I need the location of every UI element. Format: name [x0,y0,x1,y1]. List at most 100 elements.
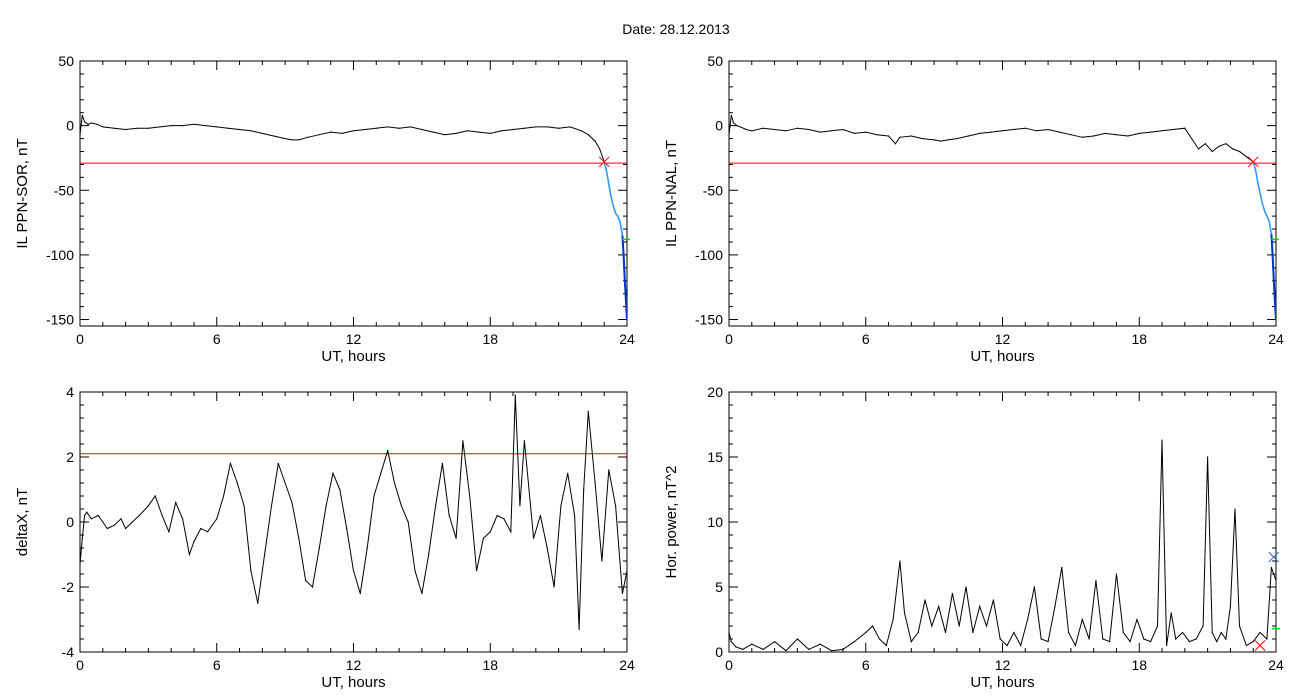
panel-ppn-sor-data-point [617,215,619,217]
panel-deltax-data-point [475,570,478,572]
panel-ppn-nal-data-point [732,122,735,124]
panel-hor-power-data-point [910,641,912,643]
panel-ppn-nal-data-point [1245,156,1247,158]
panel-deltax-data-point [147,505,149,507]
panel-hor-power-data-point [944,631,947,634]
panel-ppn-nal-data-point [1218,145,1220,147]
panel-deltax-x-tick-label: 12 [346,657,362,673]
panel-ppn-nal-data-point [887,135,890,137]
panel-deltax-data-point [181,518,184,520]
panel-hor-power-data-point [1245,644,1247,647]
panel-deltax-data-point [400,505,402,507]
panel-ppn-nal-data-point [1259,192,1261,194]
panel-hor-power-data-point [842,648,844,651]
panel-ppn-sor-data-point [421,128,423,131]
panel-ppn-nal-data-point [830,130,833,132]
panel-deltax-data-point [257,602,259,604]
panel-ppn-sor-data-point [569,126,571,128]
panel-ppn-sor-data-point [284,137,286,140]
panel-hor-power-data-point [735,646,737,648]
panel-hor-power-data-point [1234,508,1236,510]
panel-deltax-data-point [539,514,541,517]
panel-ppn-sor-data-point [523,127,526,129]
panel-deltax-data-point [373,495,375,497]
panel-deltax-data-point [583,488,585,491]
panel-deltax-data-point [455,537,457,539]
panel-ppn-sor-data-point [612,205,614,207]
panel-ppn-nal-data-point [1081,136,1083,138]
panel-ppn-nal-data-point [1204,143,1206,145]
panel-ppn-sor-data-point [501,130,503,132]
panel-ppn-sor-data-point [455,132,457,134]
panel-ppn-nal-data-point [1225,143,1227,145]
panel-deltax-data-point [168,531,170,533]
panel-hor-power-data-point [1081,618,1083,621]
panel-ppn-sor-y-axis-label: IL PPN-SOR, nT [14,138,31,248]
panel-deltax-x-tick-label: 18 [482,657,498,673]
panel-deltax-data-point [106,527,108,530]
panel-ppn-nal-data-point [1036,130,1038,132]
panel-hor-power-x-tick-label: 18 [1131,657,1147,673]
panel-deltax-data-point [567,472,569,474]
panel-deltax-data-point [514,394,516,396]
panel-hor-power-data-point [1143,638,1145,640]
panel-deltax-data-point [578,628,580,630]
panel-deltax-data-point [339,488,341,491]
panel-ppn-nal-x-tick-label: 18 [1131,331,1147,347]
panel-ppn-nal-data-point [1211,150,1213,153]
panel-hor-power-data-point [878,638,881,640]
panel-ppn-nal-data-point [947,139,949,141]
figure-title: Date: 28.12.2013 [622,21,730,37]
panel-ppn-nal-data-point [736,125,738,127]
panel-deltax-data-point [560,505,562,507]
panel-ppn-nal-data-point [894,143,896,145]
panel-ppn-sor-data-point [136,127,138,129]
panel-hor-power-data-point [1188,641,1190,643]
panel-hor-power-data-point [1020,644,1022,647]
panel-ppn-sor-data-point [291,139,293,141]
panel-deltax-data-point [496,514,498,517]
panel-deltax-data-point [528,488,530,491]
panel-ppn-nal-data-point [922,137,924,140]
panel-deltax-data-point [448,514,450,517]
panel-ppn-nal-plot-area [729,114,1276,321]
panel-ppn-nal-frame [728,60,1277,327]
panel-hor-power-data-point [1229,605,1232,608]
panel-hor-power-data-point [1238,625,1241,627]
panel-ppn-sor-y-tick-label: -50 [54,182,74,198]
panel-hor-power-y-tick-label: 0 [715,644,723,660]
panel-hor-power-data-point [885,644,887,647]
panel-ppn-sor-x-tick-label: 18 [482,331,498,347]
panel-deltax-data-point [546,547,548,549]
panel-ppn-nal-x-tick-label: 12 [995,331,1011,347]
panel-hor-power-y-tick-label: 5 [715,579,723,595]
panel-deltax-data-point [553,586,555,588]
panel-ppn-nal: 0 6 12 18 24 50 0 -50 -100 -150 UT, hours IL PPN-NA… [663,53,1284,365]
panel-hor-power-data-point [979,605,981,608]
panel-hor-power-data-point [1175,638,1177,640]
panel-hor-power-data-point [1136,618,1138,621]
panel-hor-power-data-point [819,643,821,645]
panel-ppn-nal-x-axis-label: UT, hours [970,348,1034,365]
panel-deltax-data-point [86,511,88,513]
panel-hor-power-data-point [785,650,787,652]
panel-hor-power-data-point [1166,644,1168,647]
panel-hor-power-data-point [1026,618,1029,621]
panel-deltax-data-point [113,524,115,526]
panel-ppn-sor-data-point [580,130,583,132]
panel-hor-power-data-point [1252,641,1254,643]
panel-ppn-sor-data-point [432,131,434,133]
panel-deltax-data-point [615,505,617,507]
panel-deltax-data-point [216,518,218,520]
panel-ppn-sor-data-point [594,140,596,142]
panel-deltax-data-point [519,505,521,507]
panel-ppn-nal-data-point [1197,148,1200,150]
panel-ppn-nal-data-point [979,132,981,134]
panel-ppn-nal-data-point [1268,220,1270,222]
panel-hor-power-data-point [1216,641,1218,643]
panel-deltax-data-point [277,462,279,465]
panel-deltax-data-point [359,592,361,595]
panel-hor-power-data-point [1181,631,1184,634]
panel-ppn-nal-data-point [1161,130,1163,132]
